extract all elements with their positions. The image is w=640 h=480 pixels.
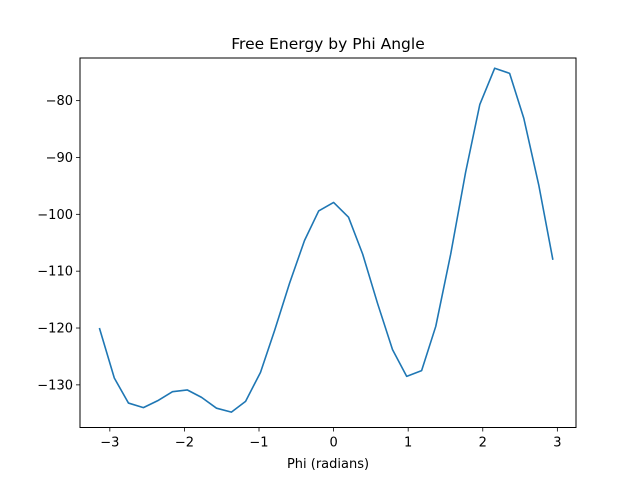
x-tick-label: 1 xyxy=(404,436,412,451)
x-axis-label: Phi (radians) xyxy=(287,457,369,472)
x-tick-label: −2 xyxy=(175,436,194,451)
plot-frame xyxy=(79,57,577,428)
x-tick-label: −3 xyxy=(100,436,119,451)
y-axis: −130 −120 −110 −100 −90 −80 xyxy=(37,94,80,393)
data-layer xyxy=(98,67,554,413)
chart-title: Free Energy by Phi Angle xyxy=(231,35,424,53)
x-tick-label: −1 xyxy=(249,436,268,451)
series-line xyxy=(98,67,554,413)
y-tick-label: −110 xyxy=(37,265,73,280)
y-tick-label: −90 xyxy=(46,151,73,166)
y-tick-label: −120 xyxy=(37,322,73,337)
y-tick-label: −80 xyxy=(46,94,73,109)
x-tick-label: 0 xyxy=(329,436,337,451)
y-tick-label: −130 xyxy=(37,378,73,393)
x-tick-label: 2 xyxy=(479,436,487,451)
x-tick-label: 3 xyxy=(553,436,561,451)
x-axis: −3 −2 −1 0 1 2 3 xyxy=(100,427,561,451)
y-tick-label: −100 xyxy=(37,208,73,223)
